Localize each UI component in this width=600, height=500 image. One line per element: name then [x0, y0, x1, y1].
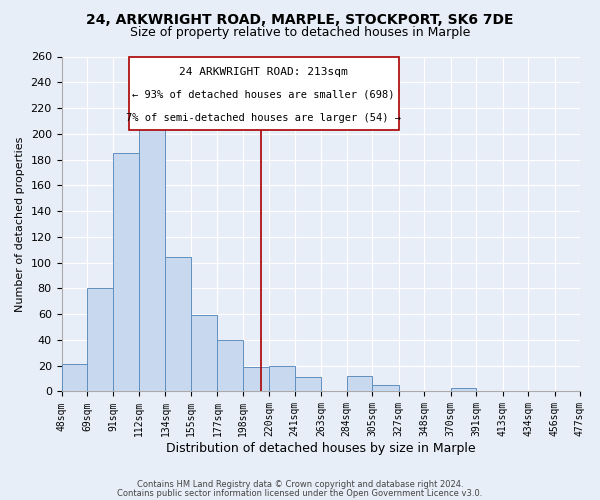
Text: Contains HM Land Registry data © Crown copyright and database right 2024.: Contains HM Land Registry data © Crown c…	[137, 480, 463, 489]
Bar	[269, 366, 295, 392]
Bar	[139, 128, 166, 392]
Text: Size of property relative to detached houses in Marple: Size of property relative to detached ho…	[130, 26, 470, 39]
Text: 7% of semi-detached houses are larger (54) →: 7% of semi-detached houses are larger (5…	[126, 114, 401, 124]
Bar	[87, 288, 113, 392]
Bar	[451, 388, 476, 392]
Bar	[217, 340, 243, 392]
Bar	[191, 316, 217, 392]
Bar	[62, 364, 87, 392]
Bar	[166, 258, 191, 392]
Y-axis label: Number of detached properties: Number of detached properties	[15, 136, 25, 312]
Text: Contains public sector information licensed under the Open Government Licence v3: Contains public sector information licen…	[118, 488, 482, 498]
Text: ← 93% of detached houses are smaller (698): ← 93% of detached houses are smaller (69…	[133, 90, 395, 100]
Bar	[295, 378, 322, 392]
X-axis label: Distribution of detached houses by size in Marple: Distribution of detached houses by size …	[166, 442, 476, 455]
FancyBboxPatch shape	[129, 56, 398, 130]
Text: 24, ARKWRIGHT ROAD, MARPLE, STOCKPORT, SK6 7DE: 24, ARKWRIGHT ROAD, MARPLE, STOCKPORT, S…	[86, 12, 514, 26]
Bar	[372, 385, 399, 392]
Bar	[347, 376, 372, 392]
Bar	[243, 367, 269, 392]
Bar	[113, 153, 139, 392]
Text: 24 ARKWRIGHT ROAD: 213sqm: 24 ARKWRIGHT ROAD: 213sqm	[179, 66, 348, 76]
